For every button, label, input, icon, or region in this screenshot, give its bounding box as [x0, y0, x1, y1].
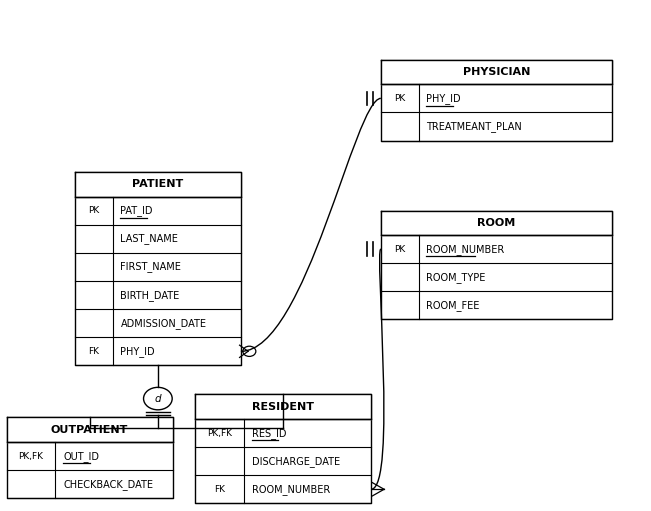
Text: PK: PK [394, 94, 406, 103]
Bar [7, 417, 173, 498]
Text: PK: PK [88, 206, 100, 215]
Text: ADMISSION_DATE: ADMISSION_DATE [120, 318, 206, 329]
Text: FIRST_NAME: FIRST_NAME [120, 262, 182, 272]
Text: PATIENT: PATIENT [132, 179, 184, 190]
Bar [75, 172, 241, 365]
Text: OUT_ID: OUT_ID [63, 451, 99, 461]
Text: LAST_NAME: LAST_NAME [120, 234, 178, 244]
Text: PHYSICIAN: PHYSICIAN [463, 67, 530, 77]
Text: ROOM_TYPE: ROOM_TYPE [426, 272, 486, 283]
Text: BIRTH_DATE: BIRTH_DATE [120, 290, 180, 300]
Text: PAT_ID: PAT_ID [120, 205, 153, 216]
Text: RES_ID: RES_ID [252, 428, 286, 438]
Bar [381, 211, 612, 319]
Bar [381, 60, 612, 141]
Bar [195, 394, 371, 503]
Text: FK: FK [89, 347, 99, 356]
Text: OUTPATIENT: OUTPATIENT [51, 425, 128, 435]
Text: PK,FK: PK,FK [207, 429, 232, 437]
Text: RESIDENT: RESIDENT [252, 402, 314, 412]
Text: d: d [154, 393, 161, 404]
Text: ROOM_NUMBER: ROOM_NUMBER [252, 484, 330, 495]
Text: TREATMEANT_PLAN: TREATMEANT_PLAN [426, 121, 522, 132]
Text: PK: PK [394, 245, 406, 253]
Text: FK: FK [214, 485, 225, 494]
Text: ROOM_FEE: ROOM_FEE [426, 300, 480, 311]
Text: ROOM_NUMBER: ROOM_NUMBER [426, 244, 505, 254]
Text: CHECKBACK_DATE: CHECKBACK_DATE [63, 479, 153, 490]
Text: ROOM: ROOM [477, 218, 516, 228]
Text: DISCHARGE_DATE: DISCHARGE_DATE [252, 456, 340, 467]
Text: PK,FK: PK,FK [18, 452, 44, 460]
Text: PHY_ID: PHY_ID [426, 93, 461, 104]
Text: PHY_ID: PHY_ID [120, 346, 155, 357]
